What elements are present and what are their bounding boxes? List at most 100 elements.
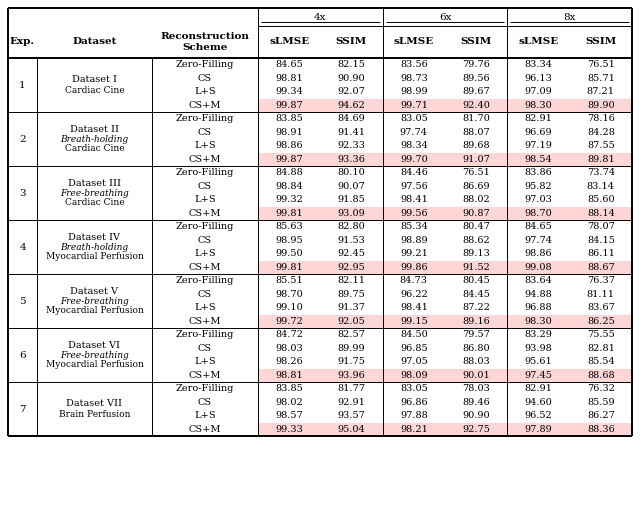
Text: 85.71: 85.71 bbox=[587, 74, 615, 83]
Text: 84.28: 84.28 bbox=[587, 128, 615, 137]
Text: 89.90: 89.90 bbox=[587, 101, 614, 110]
Text: 86.11: 86.11 bbox=[587, 249, 615, 258]
Text: 90.01: 90.01 bbox=[462, 371, 490, 380]
Text: 91.52: 91.52 bbox=[462, 263, 490, 272]
Text: L+S: L+S bbox=[194, 411, 216, 420]
Text: Dataset VII: Dataset VII bbox=[67, 399, 122, 408]
Text: CS: CS bbox=[198, 344, 212, 353]
Text: 96.13: 96.13 bbox=[525, 74, 552, 83]
Text: Cardiac Cine: Cardiac Cine bbox=[65, 86, 124, 95]
Text: Dataset V: Dataset V bbox=[70, 287, 118, 296]
Text: 98.09: 98.09 bbox=[400, 371, 428, 380]
Text: 91.53: 91.53 bbox=[337, 236, 365, 245]
Text: 97.45: 97.45 bbox=[525, 371, 552, 380]
Text: 98.84: 98.84 bbox=[275, 182, 303, 191]
Text: 91.41: 91.41 bbox=[337, 128, 365, 137]
Text: 98.89: 98.89 bbox=[400, 236, 428, 245]
Text: 76.32: 76.32 bbox=[587, 384, 615, 393]
Text: CS+M: CS+M bbox=[189, 155, 221, 164]
Text: 88.62: 88.62 bbox=[462, 236, 490, 245]
Bar bbox=[258, 368, 632, 382]
Text: 96.22: 96.22 bbox=[400, 290, 428, 299]
Text: Cardiac Cine: Cardiac Cine bbox=[65, 144, 124, 153]
Text: 98.41: 98.41 bbox=[400, 303, 428, 312]
Text: 97.74: 97.74 bbox=[525, 236, 552, 245]
Text: Free-breathing: Free-breathing bbox=[60, 296, 129, 305]
Text: 8x: 8x bbox=[563, 13, 576, 22]
Text: 98.70: 98.70 bbox=[275, 290, 303, 299]
Text: 98.03: 98.03 bbox=[275, 344, 303, 353]
Text: 78.03: 78.03 bbox=[462, 384, 490, 393]
Text: Zero-Filling: Zero-Filling bbox=[176, 330, 234, 339]
Text: 98.30: 98.30 bbox=[525, 317, 552, 326]
Text: Free-breathing: Free-breathing bbox=[60, 189, 129, 198]
Bar bbox=[258, 153, 632, 166]
Text: 85.60: 85.60 bbox=[587, 195, 614, 204]
Text: 82.91: 82.91 bbox=[525, 114, 552, 123]
Text: 84.72: 84.72 bbox=[275, 330, 303, 339]
Text: 85.63: 85.63 bbox=[275, 222, 303, 231]
Text: 82.15: 82.15 bbox=[337, 60, 365, 69]
Text: 98.81: 98.81 bbox=[275, 371, 303, 380]
Text: CS: CS bbox=[198, 182, 212, 191]
Text: 92.95: 92.95 bbox=[338, 263, 365, 272]
Text: 88.68: 88.68 bbox=[587, 371, 614, 380]
Text: 97.09: 97.09 bbox=[525, 87, 552, 96]
Text: 98.41: 98.41 bbox=[400, 195, 428, 204]
Text: Zero-Filling: Zero-Filling bbox=[176, 168, 234, 177]
Text: 84.15: 84.15 bbox=[587, 236, 615, 245]
Text: 86.69: 86.69 bbox=[462, 182, 490, 191]
Text: L+S: L+S bbox=[194, 357, 216, 366]
Bar bbox=[258, 261, 632, 274]
Text: 83.85: 83.85 bbox=[275, 114, 303, 123]
Text: 99.15: 99.15 bbox=[400, 317, 428, 326]
Text: 83.34: 83.34 bbox=[525, 60, 552, 69]
Text: 93.98: 93.98 bbox=[525, 344, 552, 353]
Text: 88.36: 88.36 bbox=[587, 425, 614, 434]
Text: 79.57: 79.57 bbox=[462, 330, 490, 339]
Text: 84.65: 84.65 bbox=[525, 222, 552, 231]
Text: Dataset I: Dataset I bbox=[72, 75, 117, 84]
Text: 98.54: 98.54 bbox=[525, 155, 552, 164]
Text: CS: CS bbox=[198, 128, 212, 137]
Text: 83.29: 83.29 bbox=[525, 330, 552, 339]
Text: CS: CS bbox=[198, 398, 212, 407]
Text: 82.91: 82.91 bbox=[525, 384, 552, 393]
Text: 98.30: 98.30 bbox=[525, 101, 552, 110]
Text: 3: 3 bbox=[19, 189, 26, 198]
Bar bbox=[258, 422, 632, 436]
Text: 85.54: 85.54 bbox=[587, 357, 614, 366]
Text: L+S: L+S bbox=[194, 87, 216, 96]
Text: CS+M: CS+M bbox=[189, 101, 221, 110]
Text: 2: 2 bbox=[19, 135, 26, 144]
Bar bbox=[258, 99, 632, 112]
Text: 81.77: 81.77 bbox=[337, 384, 365, 393]
Text: Zero-Filling: Zero-Filling bbox=[176, 222, 234, 231]
Text: 91.37: 91.37 bbox=[337, 303, 365, 312]
Text: 97.74: 97.74 bbox=[400, 128, 428, 137]
Text: Dataset VI: Dataset VI bbox=[68, 341, 120, 350]
Text: 94.88: 94.88 bbox=[525, 290, 552, 299]
Text: 88.03: 88.03 bbox=[462, 357, 490, 366]
Text: 98.70: 98.70 bbox=[525, 209, 552, 218]
Text: 84.46: 84.46 bbox=[400, 168, 428, 177]
Text: 84.45: 84.45 bbox=[462, 290, 490, 299]
Text: 90.07: 90.07 bbox=[338, 182, 365, 191]
Text: 76.37: 76.37 bbox=[587, 276, 615, 285]
Text: 6: 6 bbox=[19, 350, 26, 359]
Text: Dataset II: Dataset II bbox=[70, 125, 119, 134]
Text: 88.07: 88.07 bbox=[462, 128, 490, 137]
Text: 95.04: 95.04 bbox=[338, 425, 365, 434]
Text: 88.14: 88.14 bbox=[587, 209, 615, 218]
Text: SSIM: SSIM bbox=[461, 38, 492, 47]
Text: CS+M: CS+M bbox=[189, 425, 221, 434]
Text: 81.70: 81.70 bbox=[462, 114, 490, 123]
Text: Zero-Filling: Zero-Filling bbox=[176, 384, 234, 393]
Text: 92.40: 92.40 bbox=[462, 101, 490, 110]
Text: 99.34: 99.34 bbox=[275, 87, 303, 96]
Text: 99.08: 99.08 bbox=[525, 263, 552, 272]
Text: 96.52: 96.52 bbox=[525, 411, 552, 420]
Text: 97.05: 97.05 bbox=[400, 357, 428, 366]
Text: 90.90: 90.90 bbox=[338, 74, 365, 83]
Text: 78.16: 78.16 bbox=[587, 114, 615, 123]
